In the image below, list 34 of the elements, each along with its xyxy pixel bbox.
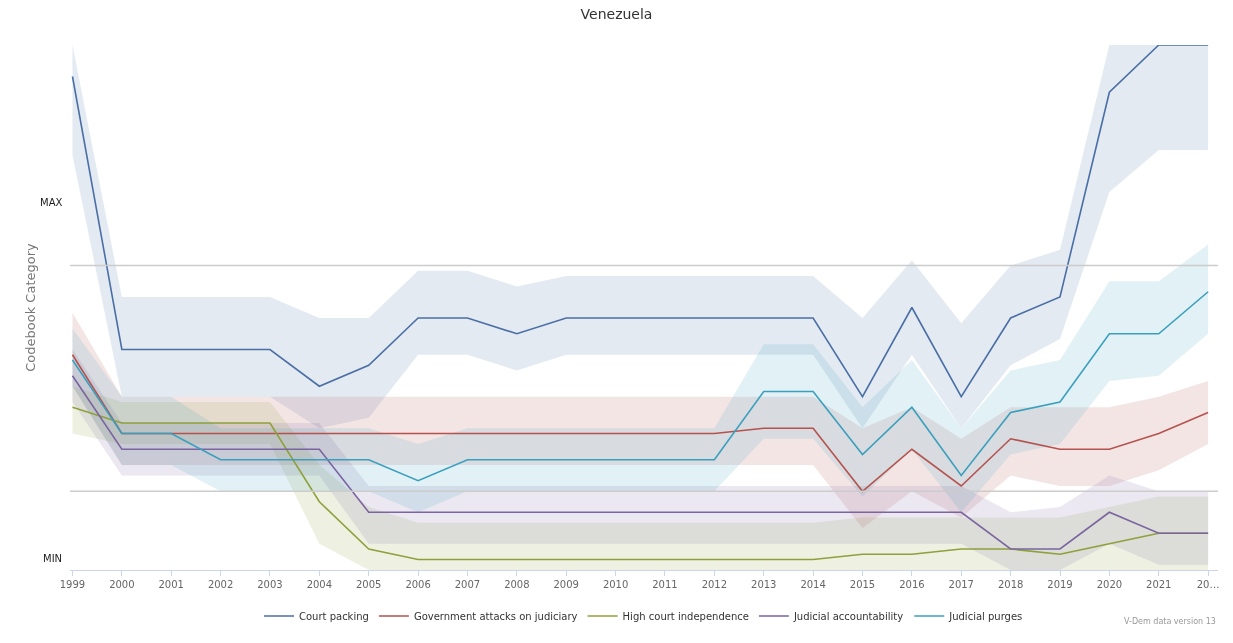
x-tick-label: 2004 [306,579,333,590]
x-tick-label: 2006 [405,579,431,590]
x-tick-label: 2016 [899,579,925,590]
x-tick-label: 2011 [652,579,678,590]
chart-title: Venezuela [580,6,653,23]
x-tick-label: 2015 [849,579,876,590]
x-tick-label: 2001 [158,579,184,590]
text: V-Dem data version 13 [1124,617,1216,626]
x-tick-label: 2000 [109,579,135,590]
x-tick-label: 2017 [948,579,974,590]
x-tick-label: 1999 [59,579,86,590]
x-tick-label: 20… [1196,579,1220,590]
x-tick-label: 2021 [1146,579,1172,590]
legend-label: Government attacks on judiciary [413,610,578,622]
x-tick-label: 2003 [257,579,283,590]
x-tick-label: 2009 [553,579,579,590]
x-tick-label: 2012 [701,579,728,590]
text: MIN [43,553,63,564]
x-tick-label: 2007 [454,579,481,590]
x-tick-label: 2019 [1047,579,1073,590]
x-tick-label: 2020 [1096,579,1123,590]
x-tick-label: 2008 [504,579,530,590]
x-tick-label: 2010 [602,579,629,590]
x-tick-label: 2005 [356,579,382,590]
legend-label: Judicial accountability [792,610,904,622]
legend-label: High court independence [622,610,749,622]
x-tick-label: 2018 [997,579,1024,590]
x-tick-label: 2002 [207,579,234,590]
legend-label: Court packing [299,610,369,622]
legend-label: Judicial purges [948,610,1023,622]
x-tick-label: 2013 [751,579,777,590]
y-axis-title: Codebook Category [22,242,38,372]
x-tick-label: 2014 [800,579,826,590]
text: MAX [40,197,63,208]
